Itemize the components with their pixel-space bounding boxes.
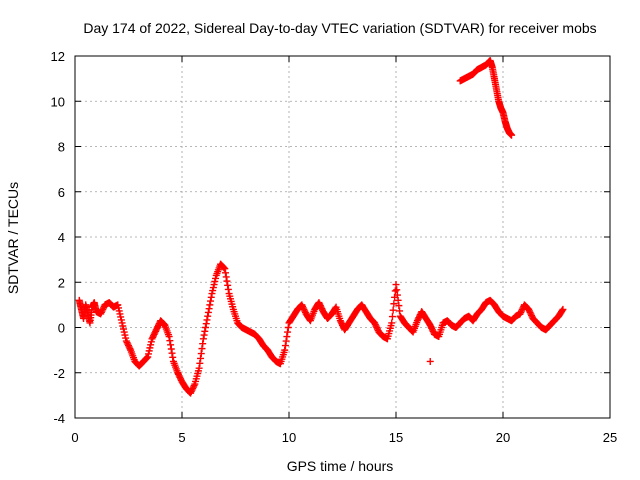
data-point [281, 342, 289, 350]
x-tick-label: 20 [496, 430, 510, 445]
data-point [224, 285, 232, 293]
data-point [393, 291, 401, 299]
data-point [143, 354, 151, 362]
x-tick-label: 10 [282, 430, 296, 445]
y-tick-label: -4 [53, 411, 65, 426]
data-point [388, 319, 396, 327]
data-point [394, 296, 402, 304]
y-tick-label: 6 [58, 185, 65, 200]
y-tick-label: 8 [58, 140, 65, 155]
data-point [204, 308, 212, 316]
data-point [284, 328, 292, 336]
data-points [75, 57, 567, 397]
y-tick-label: 12 [51, 49, 65, 64]
data-point [508, 131, 516, 139]
data-point [200, 331, 208, 339]
chart-title: Day 174 of 2022, Sidereal Day-to-day VTE… [83, 20, 596, 36]
x-tick-label: 0 [71, 430, 78, 445]
y-tick-label: 2 [58, 275, 65, 290]
data-point [220, 264, 228, 272]
y-axis-label: SDTVAR / TECUs [5, 182, 21, 294]
data-point [207, 297, 215, 305]
data-point [283, 333, 291, 341]
data-point [222, 273, 230, 281]
grid-lines [75, 56, 610, 418]
data-point [282, 337, 290, 345]
x-tick-label: 15 [389, 430, 403, 445]
data-point [222, 269, 230, 277]
data-point [201, 327, 209, 335]
data-point [190, 382, 198, 390]
data-point [202, 324, 210, 331]
data-point [224, 281, 232, 289]
data-point [196, 359, 204, 367]
data-point [126, 345, 134, 353]
data-point [197, 354, 205, 362]
data-point [202, 320, 210, 328]
data-point [388, 313, 396, 321]
data-point [198, 345, 206, 353]
data-point [221, 265, 229, 273]
data-point [389, 306, 397, 314]
data-point [142, 354, 150, 362]
data-point [207, 293, 215, 301]
data-point [206, 301, 214, 309]
x-axis-label: GPS time / hours [287, 458, 394, 474]
data-point [195, 364, 203, 372]
data-point [167, 345, 175, 353]
data-point [168, 349, 176, 357]
data-point [199, 340, 207, 348]
y-tick-label: -2 [53, 366, 65, 381]
data-point [390, 300, 398, 308]
data-point [281, 346, 289, 354]
data-point [167, 341, 175, 349]
x-tick-label: 25 [603, 430, 617, 445]
data-point [199, 335, 207, 343]
tick-labels: 0 5 10 15 20 25 -4 -2 0 2 4 6 8 10 12 [51, 49, 618, 445]
data-point [169, 353, 177, 361]
data-point [203, 316, 211, 324]
data-point [219, 263, 227, 271]
data-point [559, 305, 567, 313]
x-tick-label: 5 [178, 430, 185, 445]
data-point [426, 357, 434, 365]
y-tick-label: 10 [51, 94, 65, 109]
tick-marks [74, 55, 611, 419]
data-point [392, 281, 400, 289]
y-tick-label: 4 [58, 230, 65, 245]
data-point [284, 324, 292, 331]
y-tick-label: 0 [58, 321, 65, 336]
data-point [197, 350, 205, 358]
data-point [395, 302, 403, 310]
data-point [204, 312, 212, 320]
data-point [391, 287, 399, 295]
data-point [165, 333, 173, 341]
data-point [205, 305, 213, 313]
data-point [393, 286, 401, 294]
data-point [223, 277, 231, 285]
data-point [166, 337, 174, 345]
data-point [558, 307, 566, 315]
data-point [396, 307, 404, 315]
